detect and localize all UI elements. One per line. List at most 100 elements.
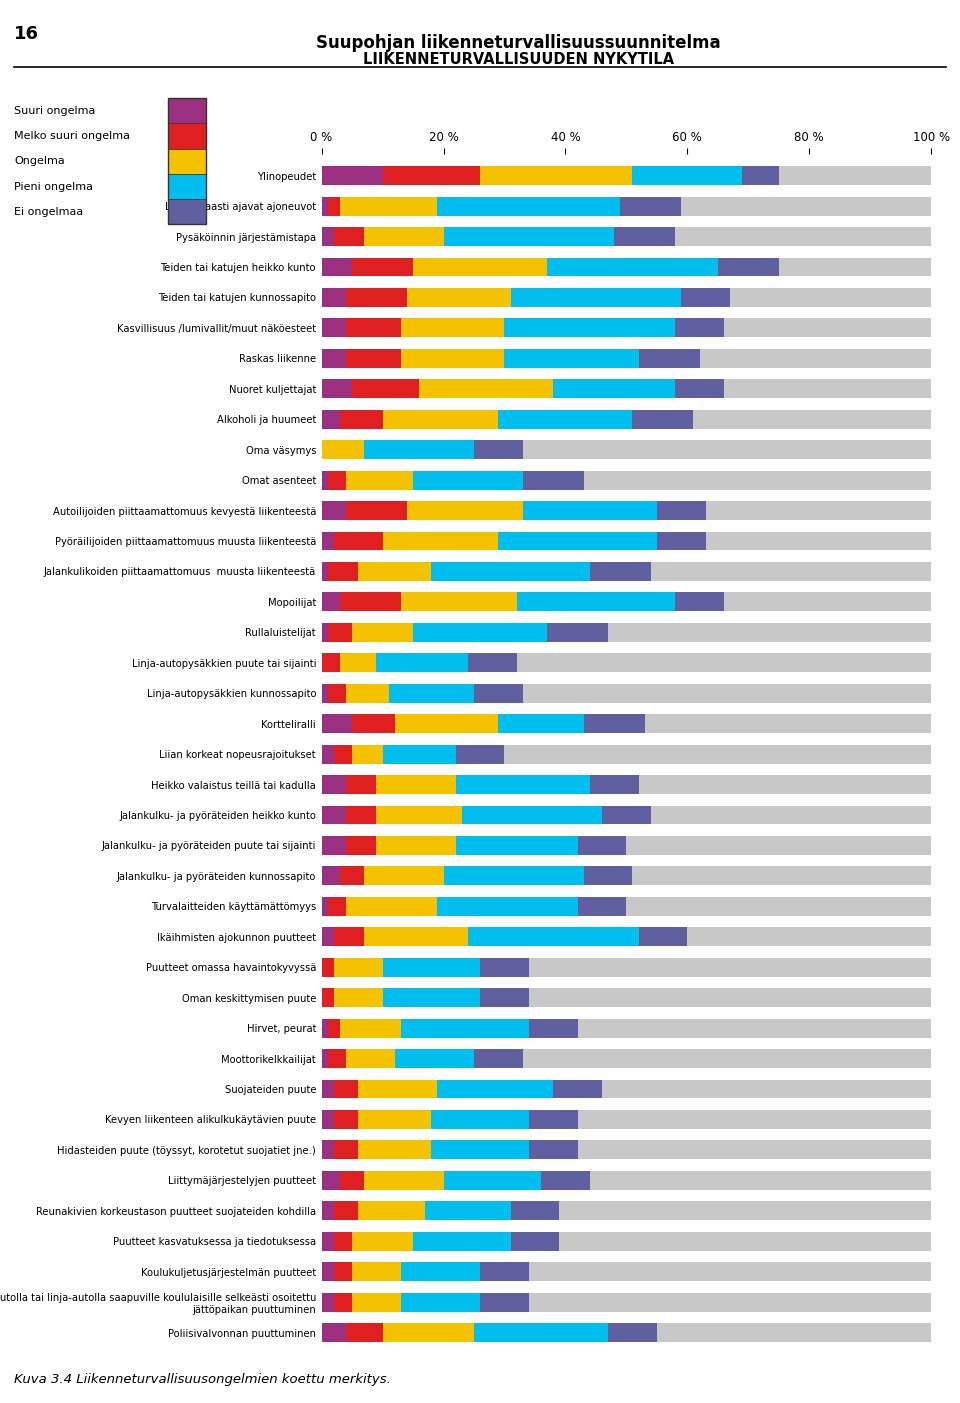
Bar: [346, 349, 401, 368]
Bar: [322, 196, 931, 216]
Bar: [322, 379, 352, 398]
Bar: [346, 836, 376, 854]
Bar: [322, 501, 346, 521]
Bar: [395, 1049, 474, 1068]
Bar: [413, 258, 547, 276]
Bar: [334, 227, 364, 246]
Bar: [346, 501, 407, 521]
Bar: [322, 805, 931, 825]
Bar: [511, 288, 682, 307]
Bar: [523, 501, 657, 521]
Bar: [407, 501, 523, 521]
Bar: [462, 805, 602, 825]
Bar: [675, 592, 724, 612]
Bar: [334, 1201, 358, 1221]
Bar: [322, 441, 364, 459]
Bar: [401, 592, 516, 612]
Bar: [444, 227, 614, 246]
Bar: [346, 683, 389, 703]
Bar: [322, 867, 931, 885]
Bar: [322, 592, 931, 612]
Bar: [382, 532, 498, 550]
Bar: [382, 410, 498, 429]
Bar: [633, 410, 693, 429]
Bar: [322, 836, 346, 854]
Bar: [431, 1110, 529, 1129]
Bar: [474, 1049, 523, 1068]
Bar: [327, 623, 352, 641]
Bar: [364, 927, 468, 946]
Bar: [322, 1263, 334, 1281]
Bar: [358, 1201, 425, 1221]
Bar: [322, 927, 931, 946]
Bar: [327, 1019, 340, 1038]
Bar: [346, 774, 376, 794]
Bar: [358, 1079, 438, 1099]
Bar: [322, 774, 931, 794]
Bar: [420, 379, 553, 398]
Bar: [334, 988, 382, 1007]
Bar: [322, 1079, 931, 1099]
Text: Suuri ongelma: Suuri ongelma: [14, 105, 96, 116]
Bar: [322, 1172, 931, 1190]
Bar: [322, 958, 334, 976]
Bar: [456, 745, 505, 763]
Bar: [553, 1079, 602, 1099]
Bar: [401, 318, 505, 337]
Bar: [358, 563, 431, 581]
Bar: [505, 349, 638, 368]
Bar: [340, 867, 364, 885]
Bar: [578, 897, 627, 916]
Bar: [340, 1019, 401, 1038]
Bar: [334, 532, 382, 550]
Bar: [468, 927, 638, 946]
Text: 16: 16: [14, 25, 39, 43]
Bar: [413, 1232, 511, 1250]
Bar: [364, 441, 474, 459]
Bar: [480, 1292, 529, 1312]
Bar: [327, 1049, 346, 1068]
Bar: [322, 897, 931, 916]
Bar: [468, 654, 516, 672]
Bar: [352, 623, 413, 641]
Bar: [578, 836, 627, 854]
Bar: [638, 927, 687, 946]
Text: Suupohjan liikenneturvallisuussuunnitelma: Suupohjan liikenneturvallisuussuunnitelm…: [316, 34, 721, 52]
Bar: [346, 805, 376, 825]
Bar: [511, 1232, 560, 1250]
Bar: [352, 1292, 401, 1312]
Bar: [322, 988, 334, 1007]
Bar: [327, 470, 346, 490]
Bar: [505, 318, 675, 337]
Bar: [444, 867, 584, 885]
Bar: [322, 470, 931, 490]
Bar: [327, 563, 358, 581]
Bar: [376, 805, 462, 825]
Bar: [523, 470, 584, 490]
Bar: [322, 1141, 334, 1159]
Bar: [322, 532, 931, 550]
Bar: [322, 1079, 334, 1099]
Bar: [657, 532, 706, 550]
Bar: [480, 958, 529, 976]
Bar: [334, 958, 382, 976]
Bar: [322, 349, 346, 368]
Bar: [322, 166, 382, 185]
Bar: [389, 683, 474, 703]
Bar: [322, 927, 334, 946]
Bar: [334, 1232, 352, 1250]
Bar: [346, 470, 413, 490]
Bar: [352, 379, 420, 398]
Bar: [346, 897, 438, 916]
Bar: [334, 927, 364, 946]
Bar: [718, 258, 779, 276]
Bar: [322, 1232, 334, 1250]
Bar: [589, 563, 651, 581]
Bar: [401, 1019, 529, 1038]
Bar: [352, 714, 395, 734]
Bar: [346, 1323, 383, 1343]
Bar: [541, 1172, 589, 1190]
Bar: [322, 1172, 340, 1190]
Bar: [529, 1141, 578, 1159]
Bar: [498, 532, 657, 550]
